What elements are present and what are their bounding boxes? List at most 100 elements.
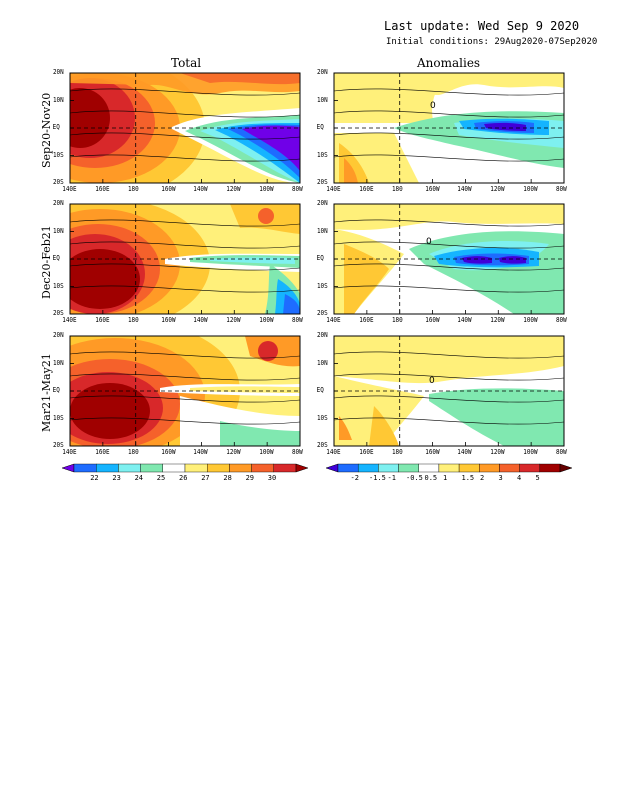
lon-tick-label: 80W [555, 185, 567, 193]
colorbar-swatch [337, 463, 359, 473]
lon-tick-label: 100W [259, 185, 274, 193]
lat-tick-label: 20N [52, 331, 64, 339]
lon-tick-label: 100W [523, 185, 538, 193]
colorbar-swatch [273, 463, 297, 473]
lat-tick-label: 10N [316, 95, 328, 104]
lat-tick-label: 20S [316, 441, 328, 449]
lon-tick-label: 160W [424, 448, 440, 456]
panel-frames: 0 0 0 [69, 72, 565, 447]
lat-tick-label: 10N [52, 226, 64, 235]
total-map-row1 [70, 73, 300, 183]
colorbar-label: 4 [517, 474, 522, 482]
lon-tick-label: 140E [326, 448, 341, 456]
lon-tick-label: 160W [160, 448, 176, 456]
lon-tick-label: 140E [62, 316, 77, 324]
colorbar-label: 28 [223, 474, 232, 482]
contour-line [69, 373, 301, 381]
colorbar-label: -1.5 [369, 474, 386, 482]
lon-tick-label: 160W [424, 185, 440, 193]
contour-line [333, 417, 565, 425]
colorbar-swatch [357, 463, 379, 473]
lat-tick-label: 10N [52, 95, 64, 104]
lat-tick-label: EQ [52, 123, 60, 131]
lat-tick-label: 20S [316, 178, 328, 186]
colorbar-arrow-left [325, 463, 339, 473]
lat-tick-label: 20S [52, 309, 64, 317]
lat-tick-label: 10N [316, 358, 328, 367]
contour-line [333, 110, 565, 118]
lon-tick-label: 180 [127, 185, 139, 193]
colorbar-swatch [251, 463, 275, 473]
lon-tick-label: 80W [555, 448, 567, 456]
lat-tick-label: EQ [316, 123, 324, 131]
colorbar-swatch [438, 463, 460, 473]
lon-tick-label: 160E [359, 448, 374, 456]
lon-tick-label: 160W [160, 316, 176, 324]
lat-tick-label: 20S [52, 178, 64, 186]
lon-tick-label: 120W [226, 448, 241, 456]
lon-tick-label: 140E [62, 448, 77, 456]
last-update-text: Last update: Wed Sep 9 2020 [384, 19, 580, 33]
lon-tick-label: 180 [127, 448, 139, 456]
zero-contour-label: 0 [430, 101, 436, 111]
lon-tick-label: 160E [95, 185, 110, 193]
colorbar-swatch [539, 463, 561, 473]
lon-tick-label: 80W [291, 316, 303, 324]
lon-tick-label: 80W [291, 185, 303, 193]
total-colorbar [61, 463, 309, 473]
lon-tick-label: 160W [160, 185, 176, 193]
colorbar-label: 2 [480, 474, 485, 482]
anomaly-colorbar [325, 463, 573, 473]
contour-line [333, 154, 565, 162]
lon-tick-label: 140W [193, 316, 209, 324]
lon-tick-label: 140E [326, 316, 341, 324]
lat-tick-label: 10S [316, 281, 328, 290]
colorbar-swatch [162, 463, 186, 473]
lat-tick-label: EQ [316, 386, 324, 394]
lon-tick-label: 180 [391, 185, 403, 193]
lat-tick-label: 10S [52, 150, 64, 159]
contour-line [333, 88, 565, 96]
lat-tick-label: 20N [316, 199, 328, 207]
colorbar-label: 22 [90, 474, 99, 482]
contour-line [69, 395, 301, 403]
lat-tick-label: 10N [316, 226, 328, 235]
lon-tick-label: 160E [359, 185, 374, 193]
lat-tick-label: EQ [52, 386, 60, 394]
colorbar-swatch [499, 463, 520, 473]
contour-line [69, 351, 301, 359]
lon-tick-label: 120W [490, 448, 505, 456]
colorbar-label: 0.5 [424, 474, 438, 482]
lat-tick-label: EQ [52, 254, 60, 262]
colorbar-arrow-left [61, 463, 75, 473]
colorbar-label: -0.5 [406, 474, 423, 482]
colorbar-swatch [418, 463, 440, 473]
lat-tick-label: 20N [316, 331, 328, 339]
contour-line [69, 417, 301, 425]
lon-tick-label: 180 [391, 448, 403, 456]
lat-tick-label: 20S [316, 309, 328, 317]
colorbar-arrow-right [295, 463, 309, 473]
contour-line [69, 110, 301, 118]
colorbar-label: 26 [179, 474, 188, 482]
lat-tick-label: 10S [52, 281, 64, 290]
lon-tick-label: 100W [523, 448, 538, 456]
colorbar-label: 30 [267, 474, 277, 482]
contour-line [69, 241, 301, 249]
lon-tick-label: 100W [259, 448, 274, 456]
colorbar-swatch [118, 463, 141, 473]
lat-tick-label: 20N [52, 68, 64, 76]
total-column-title: Total [171, 56, 202, 70]
lat-tick-label: 20N [316, 68, 328, 76]
lon-tick-label: 120W [226, 185, 241, 193]
lon-tick-label: 140W [193, 185, 209, 193]
lat-tick-label: 10S [316, 150, 328, 159]
lon-tick-label: 180 [391, 316, 403, 324]
colorbar-label: 23 [112, 474, 121, 482]
colorbar-label: 24 [134, 474, 144, 482]
colorbar-label: 27 [201, 474, 210, 482]
lon-tick-label: 180 [127, 316, 139, 324]
contour-lines [69, 88, 565, 425]
lat-tick-label: 20S [52, 441, 64, 449]
